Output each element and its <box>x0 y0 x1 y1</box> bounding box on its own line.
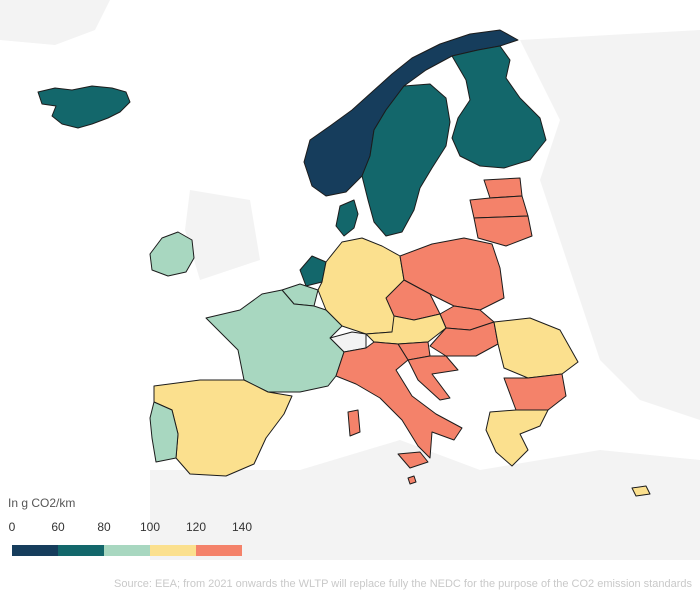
background-land <box>0 0 700 560</box>
country-malta <box>407 475 417 485</box>
country-cyprus <box>631 485 651 497</box>
legend-tick: 80 <box>97 520 111 534</box>
country-lithuania <box>473 215 533 247</box>
country-greece <box>485 409 549 467</box>
country-iceland <box>37 85 131 129</box>
country-portugal <box>149 401 179 463</box>
source-note: Source: EEA; from 2021 onwards the WLTP … <box>114 578 692 590</box>
legend-swatch-60-80 <box>58 545 104 556</box>
legend-color-bar <box>12 545 242 556</box>
country-ireland <box>149 231 195 277</box>
country-sweden <box>361 83 451 237</box>
legend-swatch-80-100 <box>104 545 150 556</box>
legend-tick: 60 <box>51 520 65 534</box>
legend-swatch-0-60 <box>12 545 58 556</box>
legend-swatch-100-120 <box>150 545 196 556</box>
legend-tick: 140 <box>231 520 253 534</box>
country-france <box>205 289 345 393</box>
legend-tick: 100 <box>139 520 161 534</box>
countries <box>37 29 651 497</box>
country-norway <box>303 29 519 197</box>
country-romania <box>493 317 579 379</box>
country-bulgaria <box>503 373 567 411</box>
legend-tick: 0 <box>8 520 16 534</box>
country-finland <box>451 45 547 169</box>
country-croatia <box>407 355 459 401</box>
legend-swatch-120-140 <box>196 545 242 556</box>
country-italy-sardinia <box>347 409 361 437</box>
legend-title: In g CO2/km <box>8 496 76 510</box>
legend-tick: 120 <box>185 520 207 534</box>
country-denmark <box>335 199 359 237</box>
country-hungary <box>429 321 499 357</box>
country-italy-sicily <box>397 451 429 469</box>
country-italy <box>335 341 463 459</box>
country-estonia <box>483 177 523 199</box>
country-latvia <box>469 195 529 219</box>
